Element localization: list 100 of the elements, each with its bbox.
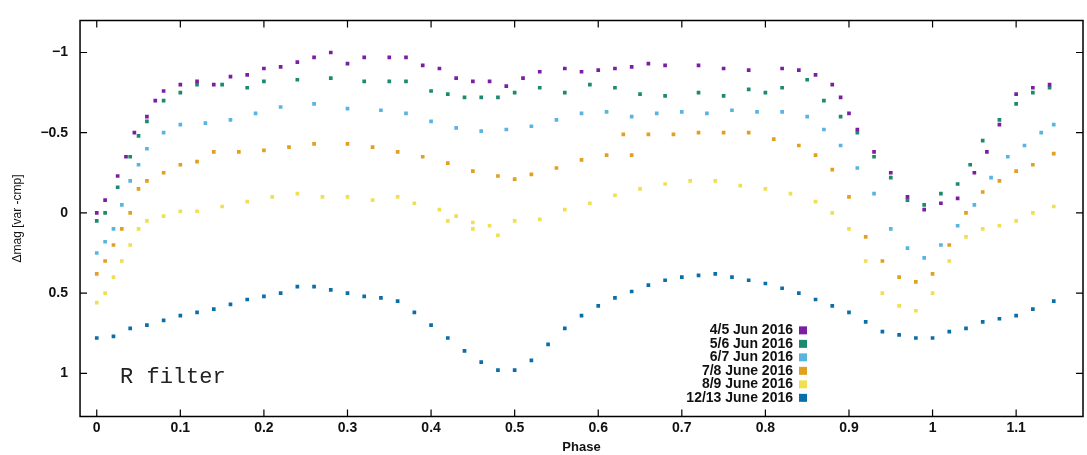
point bbox=[780, 109, 784, 114]
point bbox=[1014, 101, 1018, 106]
point bbox=[922, 203, 927, 207]
point bbox=[847, 310, 851, 315]
point bbox=[195, 310, 199, 315]
x-tick-label: 0.3 bbox=[337, 418, 358, 435]
point bbox=[830, 211, 835, 215]
point bbox=[897, 304, 901, 308]
point bbox=[94, 336, 99, 340]
point bbox=[947, 243, 952, 247]
point bbox=[939, 201, 943, 206]
point bbox=[796, 68, 801, 72]
point bbox=[1031, 85, 1035, 90]
point bbox=[94, 272, 99, 276]
point bbox=[713, 178, 718, 183]
point bbox=[537, 217, 542, 222]
point bbox=[145, 178, 149, 183]
point bbox=[178, 122, 183, 127]
point bbox=[1014, 219, 1018, 223]
point bbox=[897, 275, 901, 279]
point bbox=[888, 170, 893, 175]
point bbox=[103, 259, 107, 263]
point bbox=[445, 161, 450, 165]
point bbox=[404, 55, 408, 60]
point bbox=[663, 63, 667, 68]
x-tick-label: 1.1 bbox=[1006, 418, 1027, 435]
point bbox=[1031, 307, 1035, 311]
point bbox=[496, 368, 500, 372]
point bbox=[445, 92, 450, 97]
point bbox=[471, 227, 475, 231]
y-tick-label: 0.5 bbox=[48, 283, 69, 300]
x-tick-label: 0.6 bbox=[588, 418, 609, 435]
point bbox=[124, 154, 128, 159]
point bbox=[1031, 162, 1035, 167]
point bbox=[94, 219, 99, 223]
point bbox=[128, 243, 133, 247]
point bbox=[211, 150, 216, 154]
point bbox=[914, 308, 918, 313]
point bbox=[362, 294, 367, 299]
x-tick-label: 0.9 bbox=[839, 418, 859, 435]
point bbox=[496, 174, 500, 178]
point bbox=[119, 203, 124, 207]
point bbox=[730, 275, 734, 279]
point bbox=[445, 219, 450, 223]
x-tick-label: 0.7 bbox=[672, 418, 692, 435]
point bbox=[780, 85, 784, 90]
point bbox=[588, 201, 592, 206]
point bbox=[1051, 122, 1056, 127]
point bbox=[796, 291, 801, 295]
point bbox=[730, 108, 734, 113]
point bbox=[312, 101, 316, 106]
point bbox=[454, 76, 458, 80]
point bbox=[872, 150, 876, 154]
point bbox=[178, 162, 183, 167]
point bbox=[262, 294, 266, 299]
point bbox=[119, 227, 124, 231]
point bbox=[420, 154, 425, 159]
point bbox=[521, 76, 525, 80]
point bbox=[312, 284, 316, 289]
point bbox=[103, 211, 107, 215]
point bbox=[537, 69, 542, 74]
point bbox=[479, 360, 484, 364]
point bbox=[863, 235, 868, 239]
point bbox=[245, 73, 250, 77]
y-tick-label: −0.5 bbox=[40, 123, 69, 140]
x-axis-title: Phase bbox=[562, 438, 601, 454]
point bbox=[328, 288, 333, 292]
point bbox=[1005, 154, 1010, 159]
point bbox=[1031, 211, 1035, 215]
point bbox=[964, 211, 968, 215]
point bbox=[94, 300, 99, 305]
point bbox=[1039, 130, 1044, 135]
x-tick-label: 1 bbox=[928, 418, 937, 435]
point bbox=[863, 320, 868, 324]
point bbox=[128, 154, 133, 159]
point bbox=[746, 130, 751, 135]
point bbox=[128, 178, 133, 183]
point bbox=[679, 275, 684, 279]
point bbox=[947, 259, 952, 263]
point bbox=[328, 76, 333, 80]
point bbox=[420, 63, 425, 68]
point bbox=[922, 207, 927, 212]
point bbox=[638, 186, 642, 191]
point bbox=[780, 286, 784, 291]
y-tick-label: 1 bbox=[60, 364, 69, 381]
point bbox=[964, 235, 968, 239]
point bbox=[312, 142, 316, 146]
point bbox=[629, 65, 634, 69]
point bbox=[362, 55, 367, 60]
x-tick-label: 0.8 bbox=[755, 418, 776, 435]
point bbox=[939, 243, 943, 247]
y-axis-title: Δmag [var -cmp] bbox=[9, 174, 24, 263]
point bbox=[596, 68, 601, 72]
point bbox=[980, 320, 985, 324]
point bbox=[713, 272, 718, 276]
point bbox=[922, 255, 927, 260]
point bbox=[471, 169, 475, 174]
point bbox=[985, 150, 989, 154]
point bbox=[211, 307, 216, 311]
point bbox=[855, 166, 860, 170]
